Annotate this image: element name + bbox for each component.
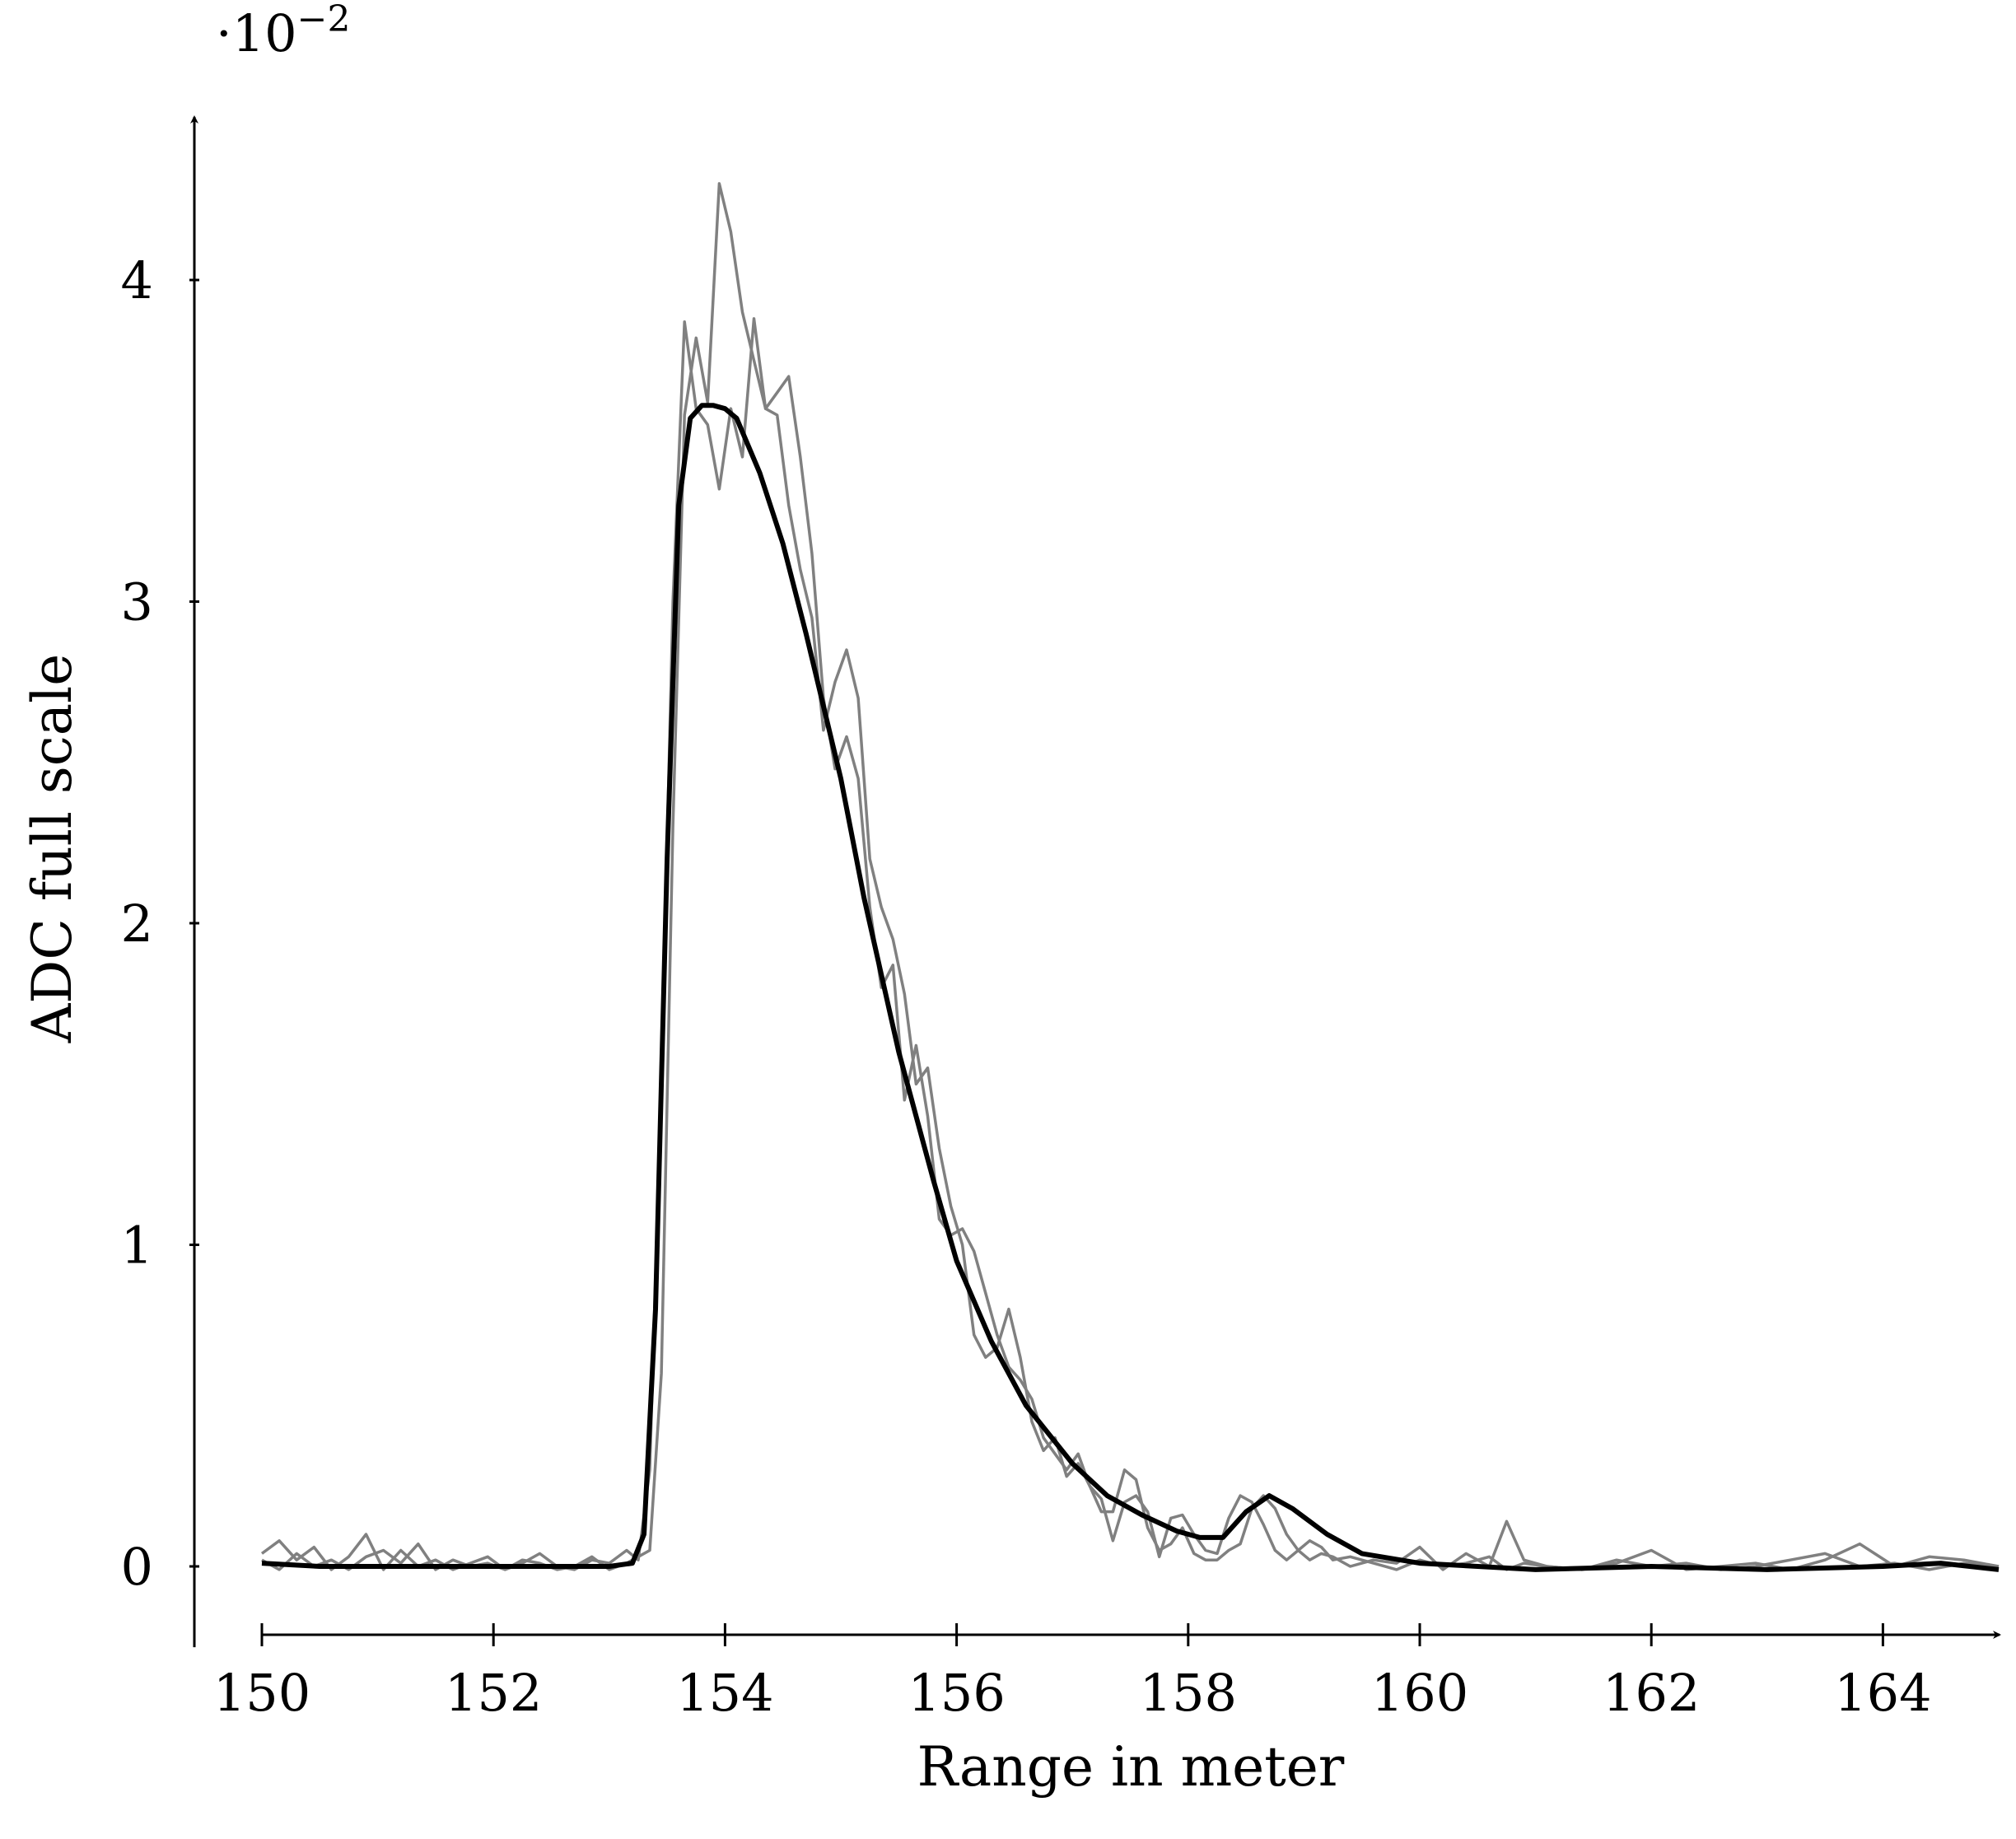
x-tick-label: 154 bbox=[676, 1663, 773, 1723]
y-axis-ticks: 0 1 2 3 4 bbox=[121, 250, 199, 1597]
series-line-raw bbox=[260, 317, 2000, 1571]
multiplier-exponent: −2 bbox=[297, 0, 351, 40]
y-tick-label: 4 bbox=[121, 250, 153, 310]
y-tick-label: 1 bbox=[121, 1216, 153, 1276]
y-tick-label: 2 bbox=[121, 894, 153, 954]
series-line-mean bbox=[261, 403, 2000, 1572]
x-axis-ticks: 150 152 154 156 158 160 162 164 bbox=[213, 1623, 1932, 1723]
x-axis-title: Range in meter bbox=[917, 1735, 1345, 1799]
x-tick-label: 152 bbox=[445, 1663, 542, 1723]
x-tick-label: 160 bbox=[1371, 1663, 1468, 1723]
x-tick-label: 150 bbox=[213, 1663, 310, 1723]
y-axis-title: ADC full scale bbox=[21, 654, 84, 1044]
x-tick-label: 162 bbox=[1603, 1663, 1700, 1723]
y-axis-multiplier: ·10−2 bbox=[216, 0, 350, 63]
x-tick-label: 156 bbox=[908, 1663, 1005, 1723]
x-tick-label: 164 bbox=[1834, 1663, 1931, 1723]
y-tick-label: 0 bbox=[121, 1537, 153, 1597]
x-tick-label: 158 bbox=[1140, 1663, 1237, 1723]
series-line-raw bbox=[261, 182, 2000, 1571]
plot-area bbox=[260, 182, 2000, 1572]
multiplier-base: ·10 bbox=[216, 3, 297, 63]
y-tick-label: 3 bbox=[121, 572, 153, 632]
